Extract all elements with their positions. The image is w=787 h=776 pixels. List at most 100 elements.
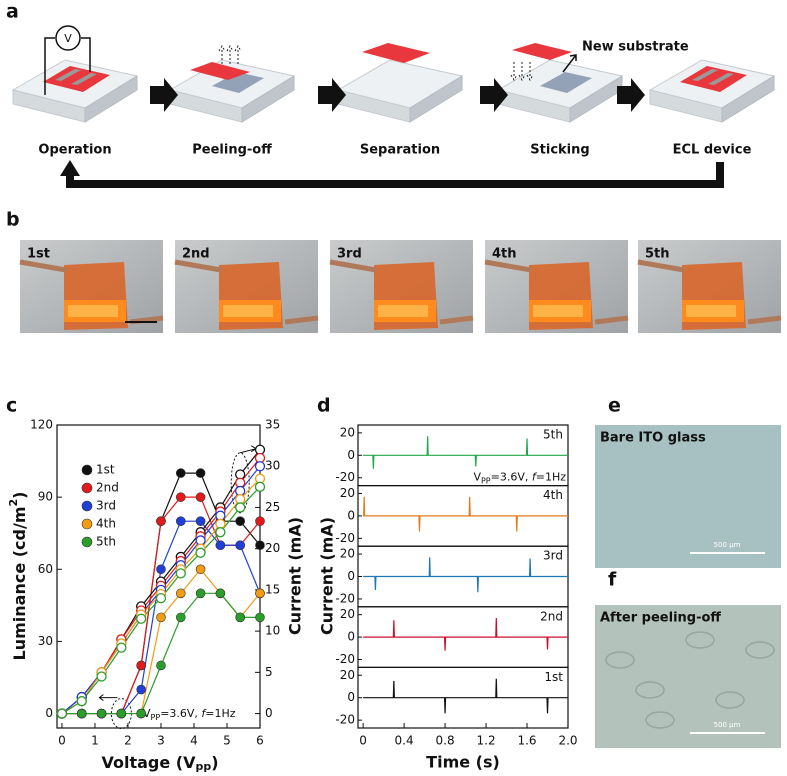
y-axis-label: Current (mA) bbox=[318, 517, 337, 635]
annotation-part: PP bbox=[151, 713, 161, 722]
legend-label: 2nd bbox=[96, 481, 119, 495]
stick-arrow bbox=[526, 62, 534, 81]
x-axis-label-part: pp bbox=[195, 760, 211, 773]
x-tick-label: 6 bbox=[256, 734, 264, 748]
y-tick-label: -20 bbox=[335, 531, 355, 545]
data-point bbox=[254, 461, 266, 472]
current-trace bbox=[363, 618, 568, 651]
current-trace bbox=[363, 436, 568, 469]
y2-tick-label: 5 bbox=[265, 665, 273, 679]
y-tick-label: 0 bbox=[347, 690, 355, 704]
data-point bbox=[175, 588, 186, 599]
x-tick-label: 5 bbox=[223, 734, 231, 748]
y-tick-label: 20 bbox=[340, 547, 355, 561]
circuit bbox=[44, 37, 91, 95]
y2-tick-label: 25 bbox=[265, 500, 280, 514]
annotation-part: f bbox=[532, 471, 538, 484]
slide-side bbox=[409, 75, 463, 123]
data-point bbox=[235, 540, 245, 551]
data-point bbox=[175, 568, 186, 579]
y-tick-label: 20 bbox=[340, 607, 355, 621]
data-point bbox=[255, 516, 265, 526]
current-trace bbox=[363, 496, 568, 532]
electrode bbox=[55, 69, 81, 81]
data-point bbox=[155, 592, 167, 604]
data-point bbox=[116, 708, 127, 719]
y-axis-label-part: 2 bbox=[7, 499, 20, 507]
x-tick-label: 1.6 bbox=[517, 734, 536, 748]
panel-label: d bbox=[317, 395, 331, 417]
annotation-part: =3.6V, bbox=[160, 707, 201, 720]
probe bbox=[329, 259, 474, 325]
trace-label: 1st bbox=[544, 670, 563, 684]
photo-label: 4th bbox=[492, 247, 517, 262]
y-axis-label-part: Luminance (cd/m bbox=[10, 506, 29, 660]
trace-label: 2nd bbox=[540, 609, 563, 623]
data-point bbox=[76, 708, 87, 719]
texture bbox=[715, 691, 745, 709]
micrograph-label: Bare ITO glass bbox=[600, 431, 706, 446]
y-tick-label: 0 bbox=[45, 706, 53, 720]
y-axis-label: Luminance (cd/m2) bbox=[7, 492, 29, 661]
texture bbox=[745, 641, 775, 659]
micrograph bbox=[595, 425, 781, 568]
electrode bbox=[71, 73, 97, 85]
texture bbox=[685, 631, 715, 649]
photo-label: 3rd bbox=[337, 247, 362, 262]
annotation-part: =1Hz bbox=[536, 471, 566, 484]
slide-side bbox=[241, 75, 295, 123]
photo-label: 1st bbox=[27, 247, 50, 262]
step-label: Separation bbox=[360, 143, 440, 158]
y-tick-label: 30 bbox=[38, 634, 53, 648]
slide bbox=[168, 59, 296, 123]
peel-arrow bbox=[226, 45, 234, 64]
annotation-part: V bbox=[473, 471, 481, 484]
legend-marker bbox=[81, 518, 93, 530]
x-axis-label: Voltage (Vpp) bbox=[101, 753, 218, 774]
emission-core bbox=[68, 305, 118, 317]
stick-arrow bbox=[510, 62, 518, 81]
x-tick-label: 2.0 bbox=[558, 734, 577, 748]
y2-tick-label: 10 bbox=[265, 624, 280, 638]
panel-label: f bbox=[608, 569, 617, 591]
highlight-arrow bbox=[98, 694, 118, 701]
legend-label: 4th bbox=[96, 517, 116, 531]
data-point bbox=[136, 684, 146, 695]
photo-label: 2nd bbox=[182, 247, 210, 262]
slide bbox=[336, 59, 464, 123]
annotation-part: =1Hz bbox=[205, 707, 235, 720]
step-label: ECL device bbox=[673, 143, 752, 158]
photo: 4th bbox=[484, 240, 629, 333]
photo-label: 5th bbox=[645, 247, 670, 262]
y-tick-label: 0 bbox=[347, 630, 355, 644]
stick-arrow bbox=[518, 62, 526, 81]
y-tick-label: -20 bbox=[335, 713, 355, 727]
data-point bbox=[195, 588, 206, 599]
new-film bbox=[512, 43, 572, 60]
y2-axis-label: Current (mA) bbox=[286, 517, 305, 635]
peel-arrow bbox=[234, 45, 242, 64]
annotation-part: PP bbox=[481, 476, 491, 485]
data-point bbox=[255, 612, 265, 623]
y-tick-label: 0 bbox=[347, 448, 355, 462]
slide-side bbox=[721, 75, 775, 123]
data-point bbox=[175, 492, 186, 502]
electrode bbox=[708, 73, 734, 85]
slide-side bbox=[84, 75, 138, 123]
data-point bbox=[255, 588, 265, 599]
series-line bbox=[61, 592, 260, 715]
trace-label: 5th bbox=[543, 428, 563, 442]
panel-label: a bbox=[6, 1, 19, 23]
step-label: Sticking bbox=[530, 143, 589, 158]
legend-label: 3rd bbox=[96, 499, 116, 513]
data-point bbox=[215, 540, 226, 551]
x-tick-label: 4 bbox=[190, 734, 198, 748]
data-point bbox=[156, 564, 166, 575]
y-tick-label: 20 bbox=[340, 425, 355, 439]
data-point bbox=[195, 516, 206, 526]
voltmeter bbox=[55, 25, 81, 51]
annotation-part: f bbox=[201, 707, 207, 720]
y-tick-label: 0 bbox=[347, 508, 355, 522]
y-tick-label: -20 bbox=[335, 652, 355, 666]
